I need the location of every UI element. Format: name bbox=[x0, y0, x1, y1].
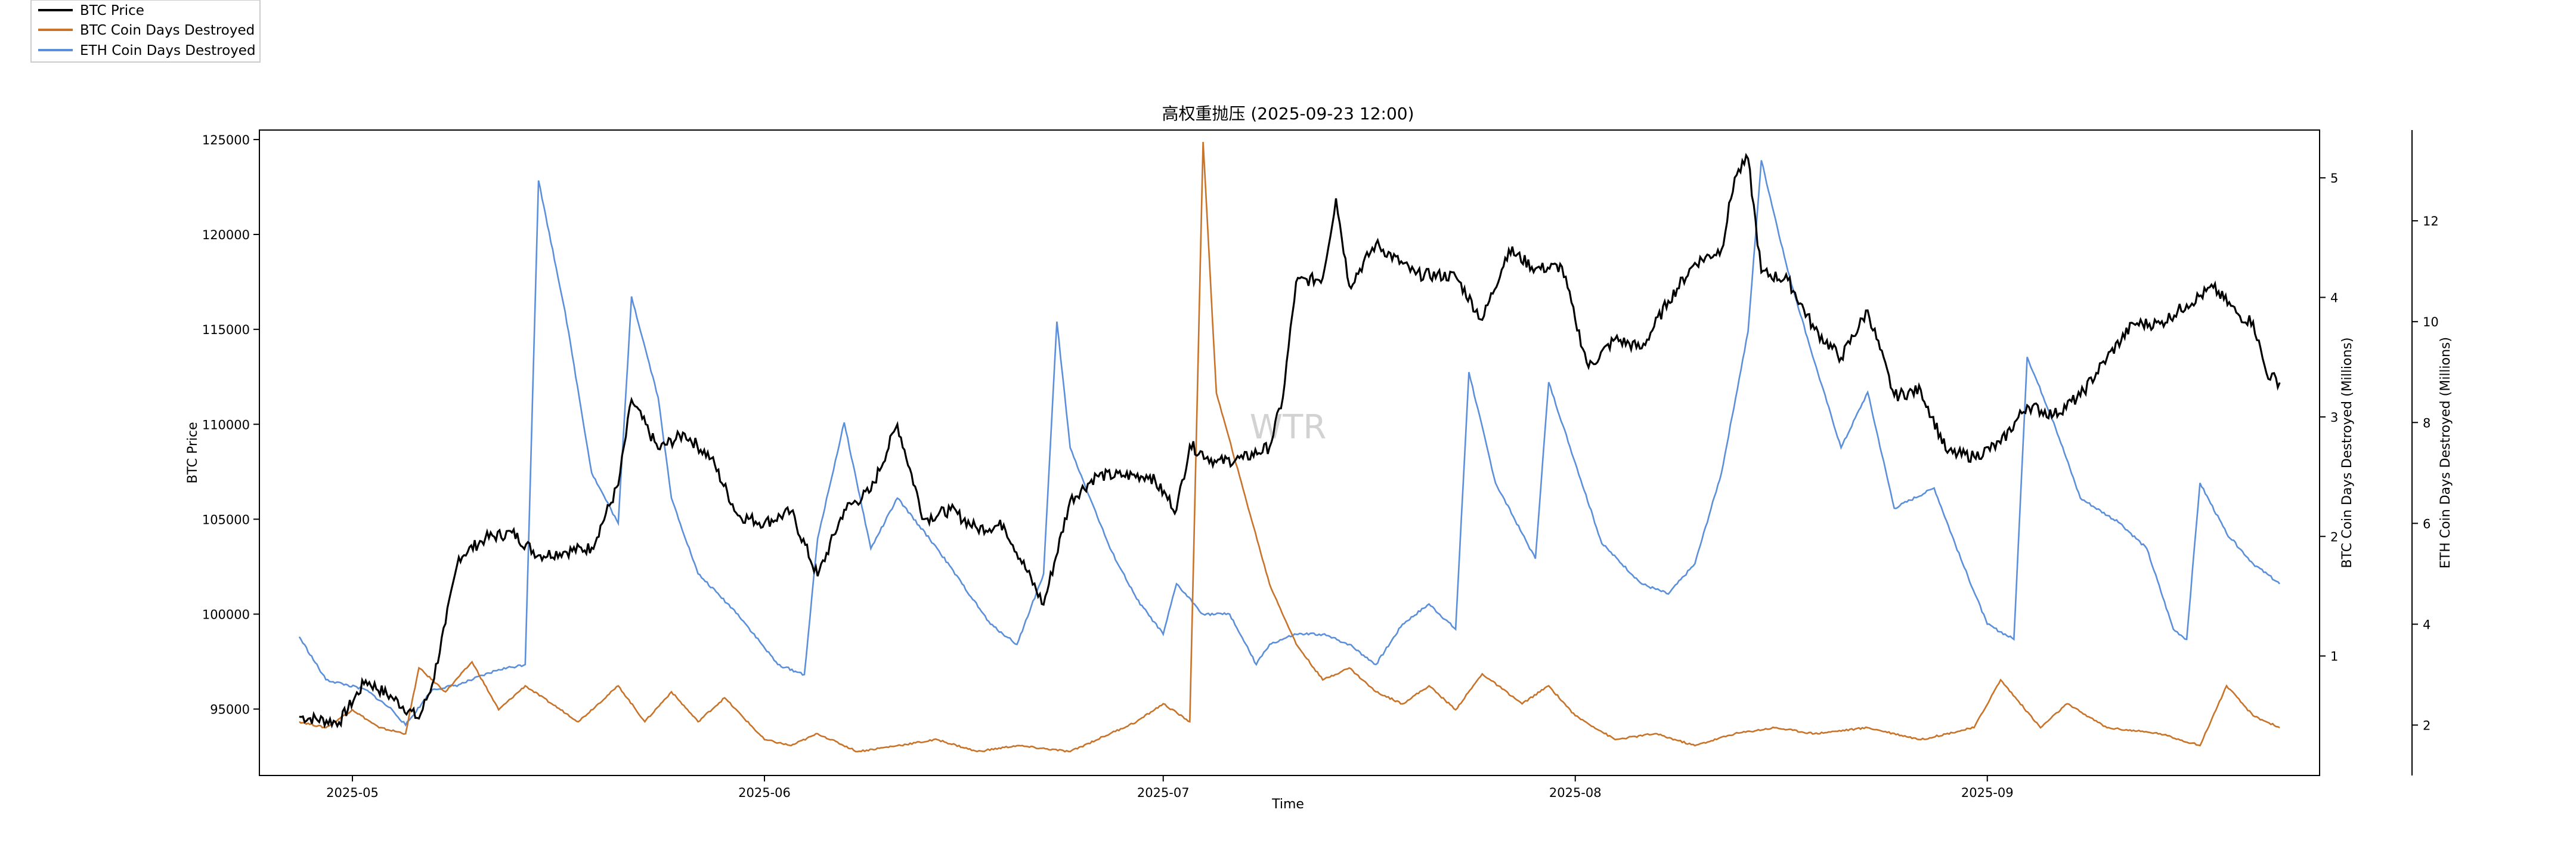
series-btc-price-line bbox=[299, 153, 2281, 729]
y-axis-label-btc-price: BTC Price bbox=[185, 422, 200, 483]
btc-price-tick-label-2: 105000 bbox=[202, 512, 250, 527]
x-tick-label-1: 2025-06 bbox=[738, 786, 791, 800]
chart-title: 高权重抛压 (2025-09-23 12:00) bbox=[1162, 104, 1414, 123]
watermark: WTR bbox=[1250, 408, 1327, 447]
eth-cdd-tick-label-1: 4 bbox=[2423, 617, 2431, 632]
series-eth-cdd-line bbox=[298, 160, 2281, 727]
plot-frame bbox=[259, 129, 2320, 776]
y-axis-eth-cdd: 2 4 6 8 10 12 bbox=[2411, 130, 2439, 775]
eth-cdd-tick-label-3: 8 bbox=[2423, 416, 2431, 430]
y-axis-label-eth-cdd: ETH Coin Days Destroyed (Millions) bbox=[2438, 337, 2453, 568]
eth-cdd-tick-label-4: 10 bbox=[2423, 315, 2439, 329]
y-axis-btc-price: 95000 100000 105000 110000 115000 120000 12500… bbox=[202, 133, 259, 717]
series-btc-cdd-line bbox=[299, 141, 2280, 753]
eth-cdd-tick-label-2: 6 bbox=[2423, 517, 2431, 531]
x-tick-label-2: 2025-07 bbox=[1137, 786, 1190, 800]
btc-cdd-tick-label-0: 1 bbox=[2330, 650, 2338, 664]
btc-cdd-tick-label-2: 3 bbox=[2330, 410, 2338, 425]
x-tick-label-3: 2025-08 bbox=[1549, 786, 1602, 800]
eth-cdd-tick-label-5: 12 bbox=[2423, 214, 2439, 228]
x-axis-label: Time bbox=[1271, 797, 1304, 812]
btc-price-tick-label-5: 120000 bbox=[202, 228, 250, 242]
btc-price-tick-label-3: 110000 bbox=[202, 418, 250, 432]
x-tick-label-4: 2025-09 bbox=[1961, 786, 2014, 800]
y-axis-btc-cdd: 1 2 3 4 5 bbox=[2320, 171, 2338, 664]
x-tick-label-0: 2025-05 bbox=[326, 786, 379, 800]
legend: BTC Price BTC Coin Days Destroyed ETH Co… bbox=[30, 0, 261, 63]
eth-cdd-tick-label-0: 2 bbox=[2423, 718, 2431, 733]
btc-cdd-tick-label-4: 5 bbox=[2330, 171, 2338, 186]
btc-cdd-tick-label-1: 2 bbox=[2330, 530, 2338, 544]
legend-label-eth-cdd: ETH Coin Days Destroyed bbox=[80, 43, 256, 58]
btc-price-tick-label-4: 115000 bbox=[202, 323, 250, 337]
legend-label-btc-cdd: BTC Coin Days Destroyed bbox=[80, 23, 255, 38]
legend-label-btc-price: BTC Price bbox=[80, 3, 144, 18]
y-axis-label-btc-cdd: BTC Coin Days Destroyed (Millions) bbox=[2340, 338, 2355, 568]
btc-price-tick-label-6: 125000 bbox=[202, 133, 250, 147]
btc-price-tick-label-0: 95000 bbox=[210, 703, 250, 717]
x-axis: 2025-05 2025-06 2025-07 2025-08 2025-09 bbox=[326, 775, 2014, 800]
btc-price-tick-label-1: 100000 bbox=[202, 608, 250, 622]
btc-cdd-tick-label-3: 4 bbox=[2330, 291, 2338, 305]
